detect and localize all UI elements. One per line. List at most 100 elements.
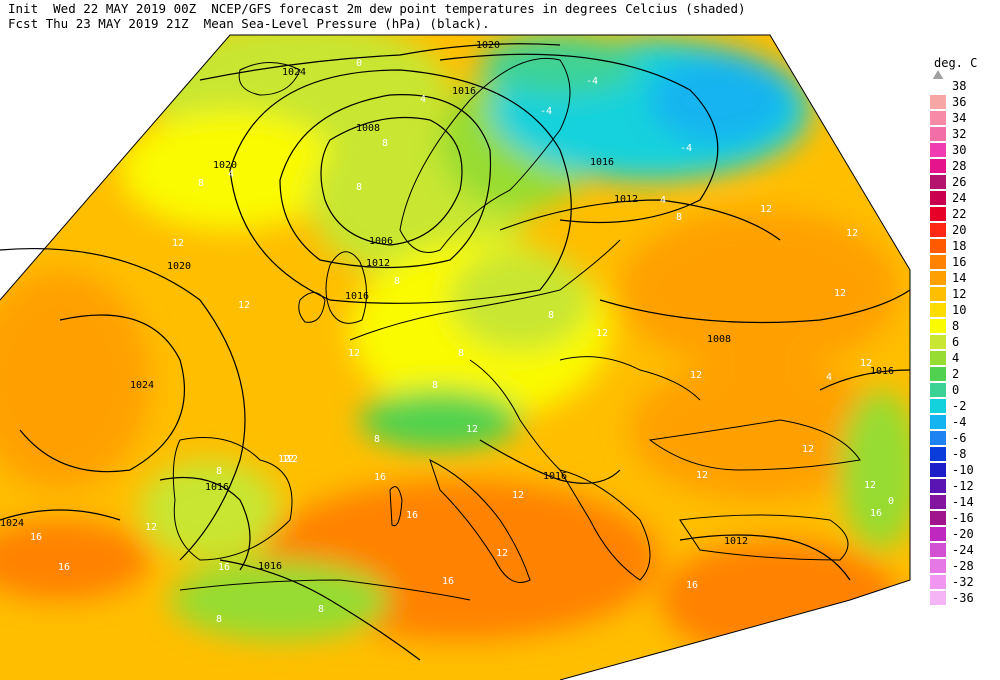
north-africa-coast	[179, 579, 471, 601]
dewpoint-label: 8	[382, 138, 388, 149]
legend-swatch	[930, 591, 946, 605]
dewpoint-label: 16	[218, 562, 230, 573]
legend-label: -6	[952, 431, 967, 445]
isobar-label: 1020	[476, 40, 500, 51]
legend-entry: 38	[930, 78, 990, 94]
dewpoint-label: 12	[512, 490, 524, 501]
legend-swatch	[930, 255, 946, 269]
legend-label: -10	[952, 463, 974, 477]
isobar-label: 1016	[258, 561, 282, 572]
dp-region-north-africa	[170, 560, 390, 640]
legend-entry: 2	[930, 366, 990, 382]
isobars	[0, 43, 911, 661]
dp-region-iberia	[140, 460, 280, 560]
dewpoint-label: -4	[680, 143, 692, 154]
legend-swatch	[930, 319, 946, 333]
legend-entry: 6	[930, 334, 990, 350]
country-border-2	[469, 359, 561, 471]
isobar-label: 1008	[707, 334, 731, 345]
legend-entry: -6	[930, 430, 990, 446]
dp-region-atlantic-mid	[0, 270, 150, 490]
legend-swatch	[930, 95, 946, 109]
legend-swatch	[930, 79, 946, 93]
legend-entry: 28	[930, 158, 990, 174]
dewpoint-label: 12	[864, 480, 876, 491]
dewpoint-label: 12	[596, 328, 608, 339]
legend-swatch	[930, 383, 946, 397]
legend-swatch	[930, 479, 946, 493]
legend-label: 32	[952, 127, 967, 141]
isobar-1016-iberia	[159, 476, 251, 571]
black-sea-coast	[648, 419, 861, 471]
legend-swatch	[930, 223, 946, 237]
legend-label: -32	[952, 575, 974, 589]
legend-entry: 22	[930, 206, 990, 222]
dewpoint-label: 4	[826, 372, 832, 383]
dewpoint-label: 8	[676, 212, 682, 223]
isobar-1008-east	[599, 289, 911, 324]
dewpoint-label: 12	[145, 522, 157, 533]
legend-entry: 36	[930, 94, 990, 110]
isobar-1008-low	[320, 116, 463, 246]
legend-label: 10	[952, 303, 967, 317]
iceland-coast	[238, 62, 301, 96]
legend-entry: -4	[930, 414, 990, 430]
legend-label: -16	[952, 511, 974, 525]
legend-label: 16	[952, 255, 967, 269]
legend-label: 6	[952, 335, 960, 349]
dewpoint-label: -4	[540, 106, 552, 117]
map-boundary	[0, 34, 911, 680]
dewpoint-label: 16	[374, 472, 386, 483]
legend-swatch	[930, 239, 946, 253]
isobar-1020-atlantic	[0, 247, 246, 561]
dewpoint-label: 0	[888, 496, 894, 507]
dp-region-poland	[450, 250, 590, 350]
dp-region-caspian	[840, 390, 910, 550]
dewpoint-label: 12	[834, 288, 846, 299]
legend-swatch	[930, 575, 946, 589]
legend-entry: 18	[930, 238, 990, 254]
isobar-1016-caspian	[819, 369, 911, 391]
isobar-label: 1020	[167, 261, 191, 272]
legend-swatch	[930, 335, 946, 349]
legend-entry: -16	[930, 510, 990, 526]
legend-entry: 16	[930, 254, 990, 270]
legend-entry: 12	[930, 286, 990, 302]
dp-region-atlantic-south	[0, 520, 150, 600]
dewpoint-labels: 0 4 8 8 -4 -4 -4 4 4 8 12 8 12 8 12 16 1…	[30, 58, 894, 625]
legend-swatch	[930, 399, 946, 413]
legend-title: deg. C	[934, 56, 978, 70]
isobar-label: 1006	[369, 236, 393, 247]
legend-label: -2	[952, 399, 967, 413]
isobar-label: 1016	[590, 157, 614, 168]
legend-swatch	[930, 271, 946, 285]
isobar-label: 1016	[205, 482, 229, 493]
dewpoint-label: 8	[216, 614, 222, 625]
legend-label: 12	[952, 287, 967, 301]
dewpoint-label: 12	[172, 238, 184, 249]
legend-swatch	[930, 127, 946, 141]
legend-label: 30	[952, 143, 967, 157]
dewpoint-label: 8	[318, 604, 324, 615]
legend-swatch	[930, 159, 946, 173]
dewpoint-label: 16	[30, 532, 42, 543]
dewpoint-label: 16	[686, 580, 698, 591]
dewpoint-label: 8	[356, 182, 362, 193]
dewpoint-label: 12	[496, 548, 508, 559]
legend-swatch	[930, 191, 946, 205]
isobar-1016-ring	[229, 69, 572, 304]
legend-entry: -10	[930, 462, 990, 478]
legend-swatch	[930, 463, 946, 477]
legend-label: -14	[952, 495, 974, 509]
legend-label: -24	[952, 543, 974, 557]
legend-label: 8	[952, 319, 960, 333]
legend-swatch	[930, 175, 946, 189]
legend-label: 0	[952, 383, 960, 397]
legend-entry: 30	[930, 142, 990, 158]
dewpoint-label: 8	[548, 310, 554, 321]
isobar-label: 1012	[366, 258, 390, 269]
legend-entry: 14	[930, 270, 990, 286]
dewpoint-label: 4	[228, 169, 234, 180]
isobar-1020-north	[199, 43, 561, 81]
legend-entry: -32	[930, 574, 990, 590]
